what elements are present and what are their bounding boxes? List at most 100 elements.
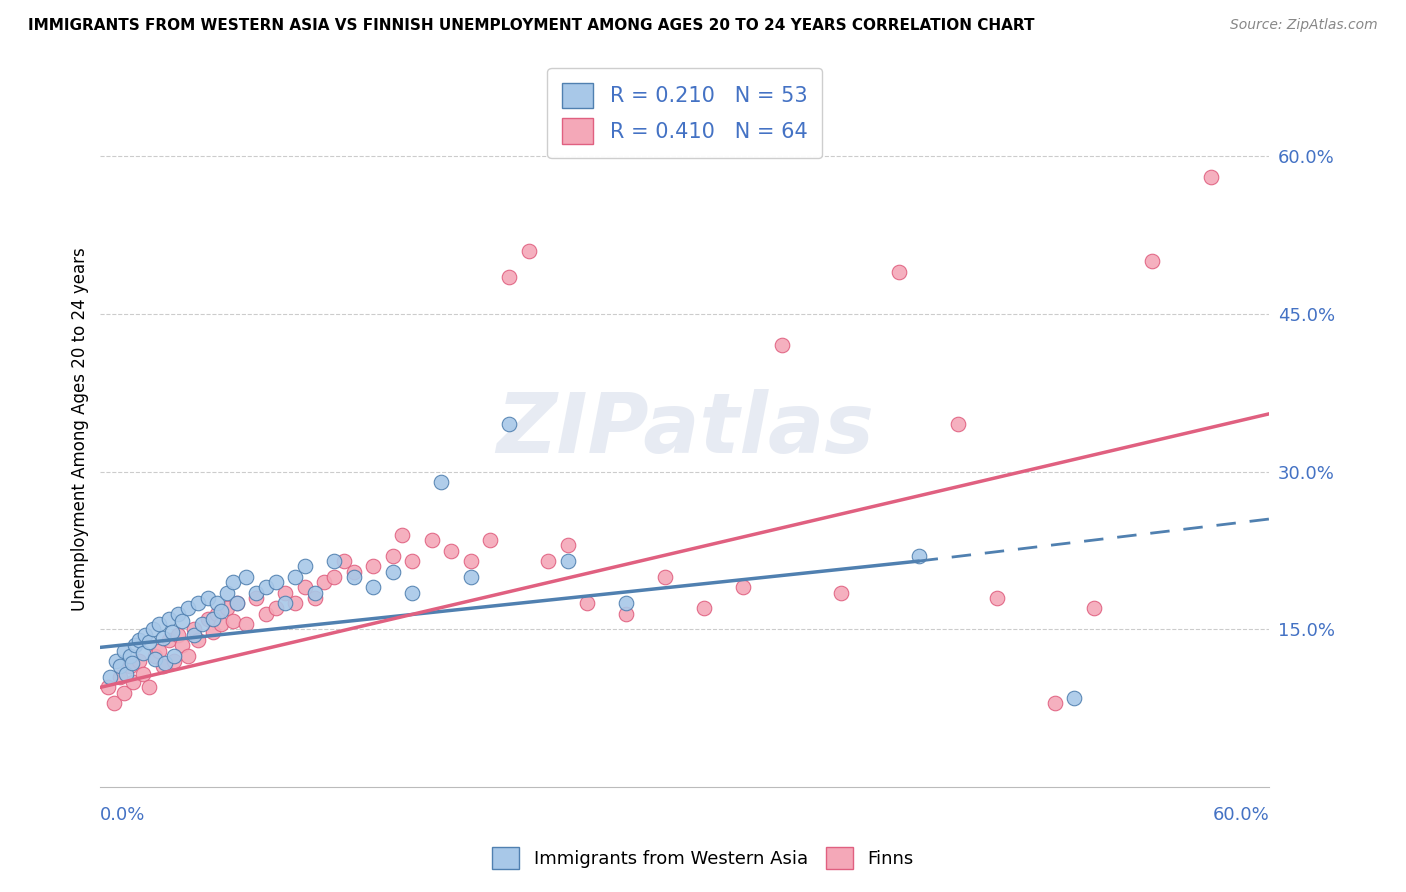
Point (830, 585, 852, 599)
Point (479, 533, 502, 547)
Point (138, 635, 160, 649)
Point (222, 614, 245, 628)
Point (167, 628, 190, 642)
Point (163, 654, 186, 668)
Text: 0.0%: 0.0% (100, 806, 146, 824)
Point (183, 623, 205, 637)
Point (381, 565, 404, 579)
Point (401, 585, 423, 599)
Point (124, 638, 146, 652)
Point (391, 528, 413, 542)
Point (167, 607, 190, 621)
Point (284, 570, 307, 584)
Point (134, 628, 156, 642)
Point (323, 554, 346, 568)
Point (128, 632, 150, 647)
Point (498, 417, 520, 432)
Point (1063, 690, 1085, 705)
Point (112, 643, 135, 657)
Point (132, 646, 155, 660)
Point (132, 666, 155, 681)
Point (401, 554, 423, 568)
Point (172, 638, 194, 652)
Point (323, 570, 346, 584)
Point (197, 612, 219, 626)
Point (498, 270, 520, 285)
Point (114, 666, 136, 681)
Point (225, 596, 247, 610)
Point (1199, 169, 1222, 184)
Point (557, 538, 579, 552)
Text: IMMIGRANTS FROM WESTERN ASIA VS FINNISH UNEMPLOYMENT AMONG AGES 20 TO 24 YEARS C: IMMIGRANTS FROM WESTERN ASIA VS FINNISH … (28, 18, 1035, 33)
Point (314, 575, 336, 590)
Point (222, 575, 245, 590)
Point (118, 648, 141, 663)
Point (142, 623, 165, 637)
Point (97, 681, 120, 695)
Point (294, 581, 316, 595)
Point (361, 581, 384, 595)
Point (284, 596, 307, 610)
Point (104, 654, 127, 668)
Point (157, 612, 180, 626)
Point (304, 591, 326, 605)
Point (215, 601, 238, 615)
Point (197, 591, 219, 605)
Point (333, 554, 356, 568)
Point (225, 596, 247, 610)
Text: 60.0%: 60.0% (1212, 806, 1270, 824)
Point (209, 603, 232, 617)
Point (245, 585, 267, 599)
Text: Source: ZipAtlas.com: Source: ZipAtlas.com (1230, 18, 1378, 32)
Legend: R = 0.210   N = 53, R = 0.410   N = 64: R = 0.210 N = 53, R = 0.410 N = 64 (547, 68, 823, 159)
Point (143, 648, 166, 663)
Point (152, 631, 174, 645)
Point (177, 648, 200, 663)
Point (245, 591, 267, 605)
Point (460, 570, 482, 584)
Point (1043, 696, 1066, 710)
Point (654, 570, 676, 584)
Point (235, 617, 257, 632)
Point (209, 617, 232, 632)
Point (693, 601, 716, 615)
Point (887, 265, 910, 279)
Point (128, 654, 150, 668)
Point (202, 612, 225, 626)
Point (172, 614, 194, 628)
Point (254, 607, 277, 621)
Point (112, 685, 135, 699)
Point (108, 670, 131, 684)
Point (187, 632, 209, 647)
Point (460, 554, 482, 568)
Point (361, 559, 384, 574)
Y-axis label: Unemployment Among Ages 20 to 24 years: Unemployment Among Ages 20 to 24 years (72, 248, 89, 611)
Point (440, 543, 463, 558)
Point (103, 696, 125, 710)
Text: ZIPatlas: ZIPatlas (496, 389, 873, 470)
Point (254, 581, 277, 595)
Point (274, 585, 297, 599)
Point (153, 656, 176, 670)
Point (138, 681, 160, 695)
Point (576, 596, 599, 610)
Point (207, 596, 229, 610)
Point (143, 652, 166, 666)
Point (420, 533, 443, 547)
Point (108, 659, 131, 673)
Point (264, 575, 287, 590)
Point (986, 591, 1008, 605)
Point (343, 570, 366, 584)
Point (190, 617, 212, 632)
Point (215, 585, 238, 599)
Point (163, 648, 186, 663)
Point (557, 554, 579, 568)
Point (183, 628, 205, 642)
Point (770, 338, 793, 352)
Point (122, 675, 145, 690)
Legend: Immigrants from Western Asia, Finns: Immigrants from Western Asia, Finns (484, 838, 922, 879)
Point (202, 624, 225, 639)
Point (274, 596, 297, 610)
Point (381, 549, 404, 563)
Point (537, 554, 560, 568)
